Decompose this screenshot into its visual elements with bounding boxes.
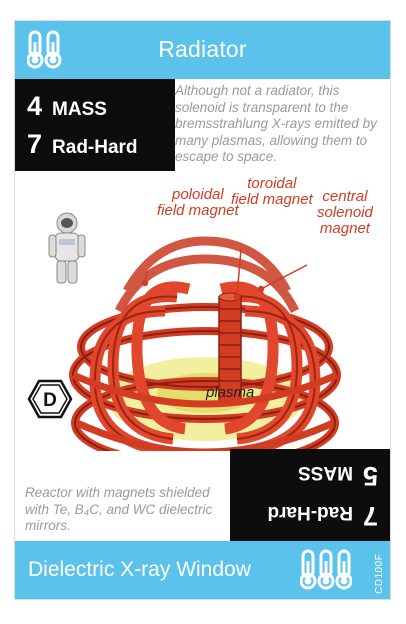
label-toroidal: toroidal field magnet bbox=[231, 175, 313, 208]
reactor-illustration bbox=[48, 212, 341, 451]
stat-box-inverted: 7 Rad-Hard 5 MASS bbox=[230, 449, 390, 543]
game-card[interactable]: Radiator 4 MASS 7 Rad-Hard Although not … bbox=[14, 20, 391, 600]
stat-label: Rad-Hard bbox=[267, 502, 353, 523]
card-footer: Dielectric X-ray Window CD100F bbox=[15, 541, 390, 599]
stat-value: 4 bbox=[27, 91, 43, 121]
stat-label: MASS bbox=[52, 99, 107, 120]
thermometer-pair-icon bbox=[27, 30, 62, 69]
footnote-text: Reactor with magnets shielded with Te, B… bbox=[25, 485, 213, 533]
stat-mass: 4 MASS bbox=[27, 91, 107, 122]
stat-box: 4 MASS 7 Rad-Hard bbox=[15, 79, 175, 171]
card-code: CD100F bbox=[374, 553, 385, 594]
badge-letter: D bbox=[43, 390, 57, 411]
stat-rad-hard-inverted: 7 Rad-Hard bbox=[267, 500, 378, 531]
stat-value: 7 bbox=[362, 501, 378, 531]
astronaut-icon bbox=[48, 212, 86, 284]
label-central: central solenoid magnet bbox=[317, 188, 373, 237]
label-poloidal: poloidal field magnet bbox=[157, 186, 239, 219]
card-header: Radiator bbox=[15, 21, 390, 79]
flavor-text: Although not a radiator, this solenoid i… bbox=[175, 83, 377, 164]
stat-value: 5 bbox=[362, 461, 378, 491]
card-name: Dielectric X-ray Window bbox=[28, 558, 251, 581]
card-type-label: Radiator bbox=[158, 36, 247, 62]
thermometer-triple-icon bbox=[300, 549, 352, 590]
stat-value: 7 bbox=[27, 129, 43, 159]
stat-label: MASS bbox=[298, 462, 353, 483]
stat-rad-hard: 7 Rad-Hard bbox=[27, 129, 138, 160]
stat-mass-inverted: 5 MASS bbox=[298, 460, 378, 491]
label-plasma: plasma bbox=[206, 384, 255, 401]
d-badge-icon: D bbox=[27, 379, 73, 419]
stat-label: Rad-Hard bbox=[52, 137, 138, 158]
